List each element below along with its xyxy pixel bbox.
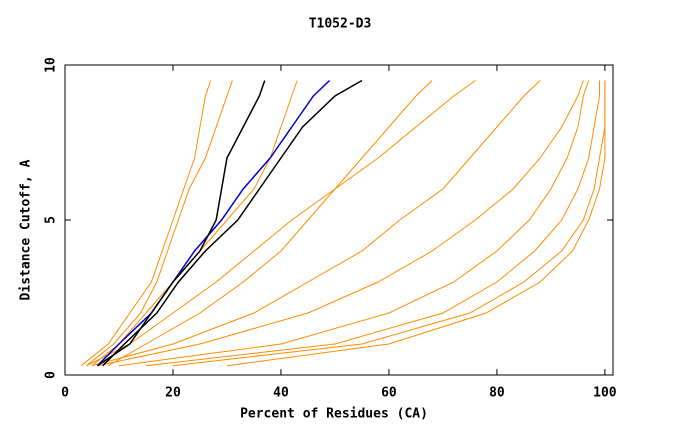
gdt-curve (172, 80, 606, 367)
chart-title: T1052-D3 (309, 17, 372, 32)
gdt-curve (145, 80, 601, 367)
gdt-curve (91, 80, 541, 367)
plot-frame (64, 64, 614, 376)
gdt-curve (118, 80, 590, 367)
y-tick-label: 10 (44, 57, 59, 73)
gdt-curve (91, 80, 298, 367)
y-tick-label: 5 (44, 216, 59, 224)
x-tick-label: 0 (61, 386, 69, 401)
gdt-curve (80, 80, 212, 367)
x-tick-label: 80 (489, 386, 505, 401)
y-tick-label: 0 (44, 371, 59, 379)
gdt-curve (86, 80, 233, 367)
gdt-curve (102, 79, 363, 367)
x-axis-label: Percent of Residues (CA) (240, 407, 428, 422)
gdt-curve (96, 79, 331, 367)
x-tick-label: 40 (273, 386, 289, 401)
gdt-curve (97, 80, 584, 367)
gdt-curve (86, 80, 476, 367)
gdt-curve (226, 80, 606, 367)
x-tick-label: 20 (165, 386, 181, 401)
gdt-curve (107, 80, 433, 367)
gdt-curve (96, 80, 266, 367)
y-axis-label: Distance Cutoff, A (19, 159, 34, 300)
x-tick-label: 60 (381, 386, 397, 401)
x-tick-label: 100 (593, 386, 617, 401)
